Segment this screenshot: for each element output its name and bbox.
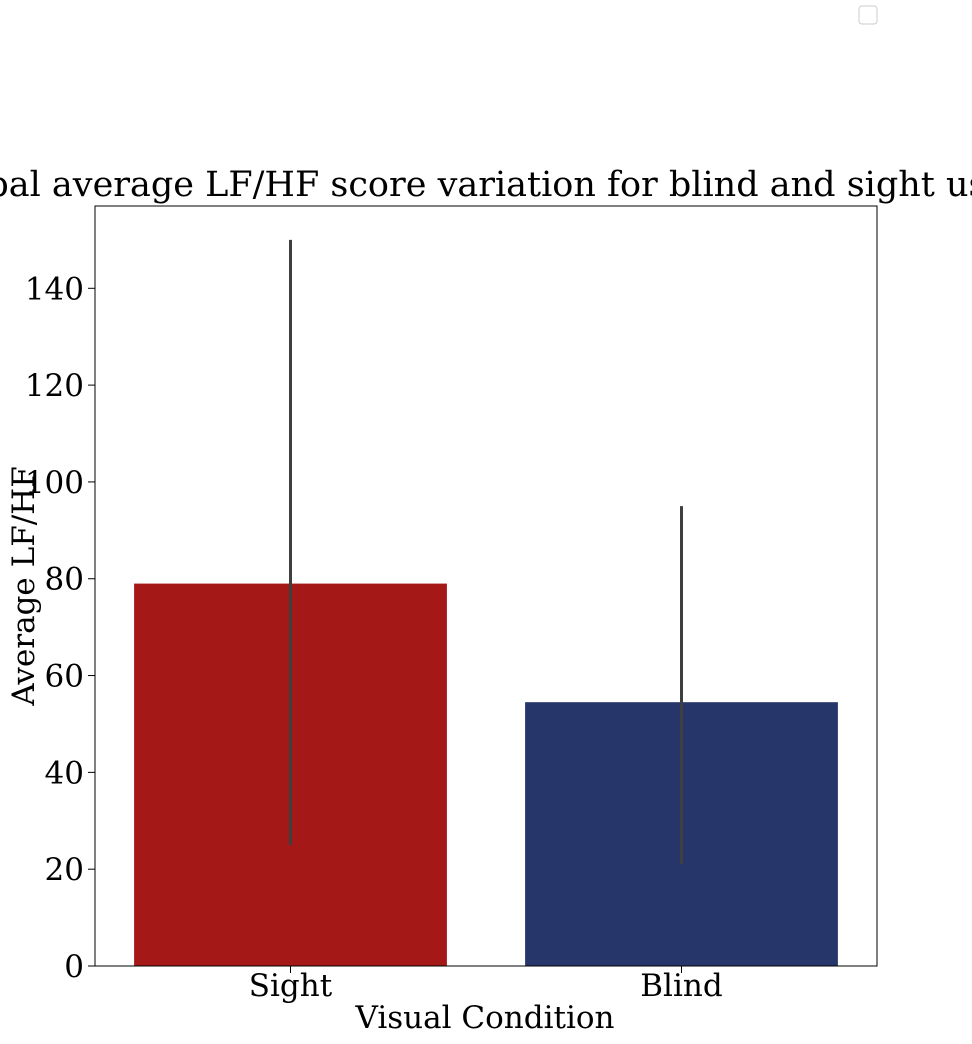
y-tick-label-100: 100 [25, 465, 84, 501]
y-tick-label-40: 40 [45, 755, 84, 791]
y-tick-label-0: 0 [64, 949, 84, 985]
legend-box [858, 5, 878, 25]
y-tick-label-20: 20 [45, 852, 84, 888]
x-tick-label-blind: Blind [640, 968, 722, 1004]
x-axis: Sight Blind [249, 966, 723, 1004]
y-tick-label-60: 60 [45, 659, 84, 695]
y-tick-label-80: 80 [45, 562, 84, 598]
x-axis-label: Visual Condition [355, 1000, 615, 1036]
legend [858, 5, 878, 25]
error-bars [289, 239, 683, 865]
y-axis: 0 20 40 60 80 100 120 140 [25, 271, 95, 985]
y-tick-label-120: 120 [25, 368, 84, 404]
chart-title: Global average LF/HF score variation for… [0, 165, 972, 205]
y-axis-label: Average LF/HF [6, 466, 42, 706]
bars [134, 583, 838, 966]
y-tick-label-140: 140 [25, 271, 84, 307]
x-tick-label-sight: Sight [249, 968, 333, 1004]
plot-frame [94, 205, 878, 967]
